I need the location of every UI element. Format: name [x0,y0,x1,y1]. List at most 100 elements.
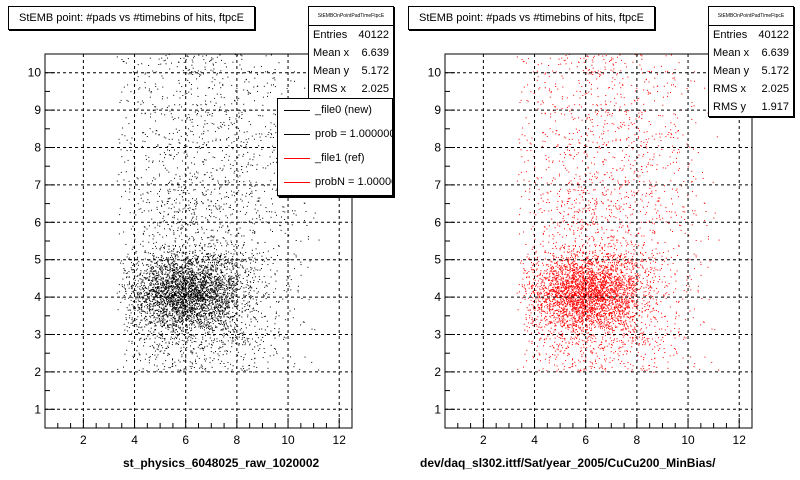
data-point [204,280,206,282]
data-point [204,313,206,315]
data-point [141,211,143,213]
data-point [215,279,217,280]
data-point [145,251,147,253]
data-point [219,275,220,277]
data-point [220,305,222,307]
data-point [202,285,204,287]
data-point [174,272,176,274]
data-point [200,288,202,290]
data-point [177,190,179,191]
data-point [238,267,240,269]
data-point [211,276,213,278]
data-point [159,175,160,177]
data-point [158,319,160,321]
data-point [228,299,230,301]
data-point [164,294,166,296]
data-point [188,82,190,84]
data-point [173,272,175,273]
data-point [167,303,169,305]
data-point [193,298,195,299]
data-point [173,268,175,270]
data-point [195,293,197,295]
data-point [237,280,239,282]
data-point [273,113,275,115]
data-point [255,133,257,135]
data-point [157,260,159,262]
data-point [174,292,176,294]
data-point [214,293,216,295]
data-point [172,158,174,160]
data-point [188,281,190,283]
data-point [190,260,191,262]
data-point [209,309,211,311]
data-point [253,86,255,88]
data-point [232,337,234,339]
data-point [160,300,162,302]
data-point [217,306,219,307]
data-point [204,326,205,328]
data-point [171,282,173,284]
data-point [148,166,150,168]
data-point [228,285,230,287]
data-point [224,180,226,182]
data-point [220,87,222,89]
data-point [130,322,132,324]
data-point [186,223,188,224]
data-point [176,303,178,305]
data-point [134,279,136,281]
data-point [189,311,191,313]
data-point [214,301,216,303]
data-point [191,271,193,273]
data-point [118,174,120,176]
data-point [191,119,193,120]
data-point [116,180,118,182]
data-point [193,189,195,191]
data-point [217,200,218,202]
data-point [160,300,162,302]
data-point [190,335,192,337]
data-point [202,277,204,279]
data-point [174,308,176,310]
data-point [237,99,239,101]
data-point [191,282,193,284]
data-point [241,169,243,171]
data-point [212,290,214,292]
data-point [211,366,213,368]
data-point [174,361,176,363]
data-point [155,271,157,273]
data-point [188,271,190,273]
data-point [195,341,197,343]
data-point [199,75,200,77]
data-point [153,347,155,349]
data-point [162,161,164,163]
data-point [204,266,206,268]
data-point [190,330,192,332]
data-point [131,287,133,289]
data-point [148,356,150,358]
data-point [159,225,161,227]
data-point [166,286,168,288]
data-point [210,200,212,202]
data-point [215,138,217,140]
data-point [230,280,232,282]
data-point [263,295,265,297]
data-point [213,291,215,293]
data-point [217,278,219,280]
data-point [174,288,176,290]
data-point [170,208,172,210]
data-point [187,319,189,321]
data-point [181,301,183,303]
data-point [191,264,193,266]
data-point [209,313,211,315]
data-point [204,295,206,297]
data-point [196,114,198,116]
data-point [157,193,159,195]
data-point [196,258,198,259]
data-point [150,309,152,311]
data-point [248,274,250,275]
data-point [290,80,292,82]
data-point [264,241,266,243]
data-point [173,189,175,191]
data-point [152,354,153,355]
data-point [154,277,156,279]
